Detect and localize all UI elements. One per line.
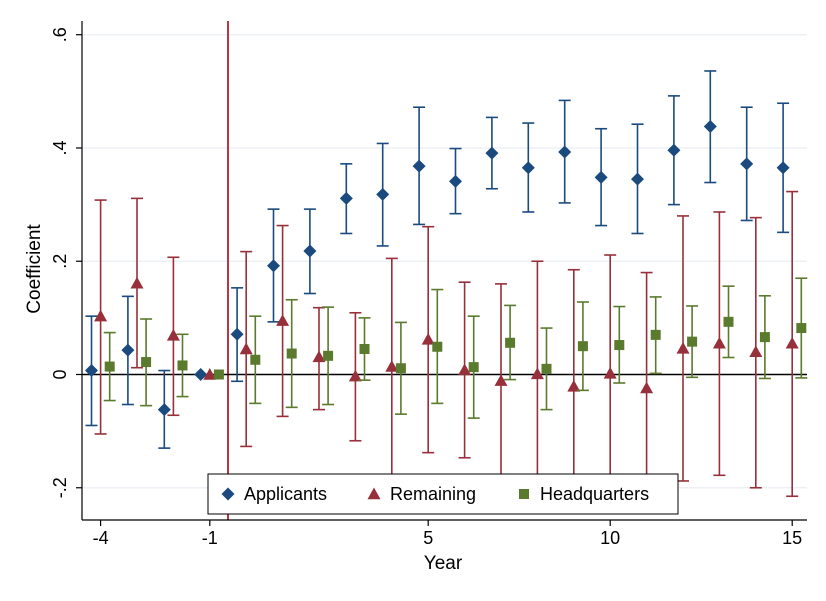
applicants-point [303,244,317,258]
applicants-point [121,343,135,357]
remaining-point [312,350,326,363]
series-layer [85,70,808,498]
headquarters-point [796,323,807,334]
headquarters-point [141,357,152,368]
headquarters-point [687,336,698,347]
applicants-point [594,170,608,184]
applicants-point [412,159,426,173]
x-tick-label: -4 [93,528,109,548]
remaining-point [640,381,654,394]
headquarters-point [723,316,734,327]
applicants-point [376,187,390,201]
x-tick-label: 5 [423,528,433,548]
applicants-point [449,174,462,188]
applicants-point [267,259,280,273]
applicants-point [776,161,790,175]
y-tick-label: -.2 [50,477,70,498]
headquarters-point [650,329,661,340]
headquarters-point [541,363,552,374]
x-tick-label: 10 [600,528,620,548]
remaining-point [94,309,108,322]
legend-headquarters-label: Headquarters [540,484,649,504]
applicants-point [485,146,499,160]
headquarters-point [505,337,516,348]
headquarters-point [213,369,224,380]
remaining-point [530,367,544,380]
remaining-point [166,328,180,341]
remaining-point [712,336,726,349]
headquarters-point [359,344,370,355]
y-tick-label: .6 [50,27,70,42]
legend-headquarters-marker [519,489,529,499]
headquarters-point [250,354,261,365]
applicants-series [85,70,790,449]
legend-box [207,473,679,515]
applicants-point [740,157,754,171]
applicants-point [85,364,98,378]
headquarters-point [323,350,334,361]
remaining-point [494,374,508,386]
remaining-point [785,336,799,349]
legend-applicants-marker [221,487,235,501]
y-tick-label: .4 [50,140,70,155]
tick-labels: .6 .4 .2 0 -.2 -4 -1 5 10 15 [50,27,802,548]
applicants-point [558,145,572,159]
remaining-point [603,366,617,379]
applicants-point [157,403,171,417]
applicants-point [703,119,717,133]
applicants-point [631,172,644,186]
applicants-point [339,191,353,205]
legend: Applicants Remaining Headquarters [207,473,679,515]
headquarters-point [395,363,406,374]
headquarters-point [177,360,188,371]
remaining-point [130,276,144,289]
headquarters-point [577,341,588,352]
remaining-point [203,368,217,380]
legend-remaining-label: Remaining [390,484,476,504]
legend-applicants-label: Applicants [244,484,327,504]
remaining-point [421,332,435,345]
gridlines [82,34,807,489]
x-tick-label: -1 [202,528,218,548]
y-tick-label: .2 [50,254,70,269]
applicants-point [667,143,681,157]
remaining-point [749,345,763,358]
remaining-point [239,342,253,355]
headquarters-point [614,340,625,351]
axes [76,21,807,526]
x-tick-label: 15 [782,528,802,548]
remaining-point [276,314,290,326]
x-axis-title: Year [424,553,463,574]
remaining-point [385,360,399,372]
legend-remaining-marker [367,487,381,500]
headquarters-point [286,348,297,359]
remaining-point [676,341,690,354]
headquarters-point [104,361,115,372]
remaining-point [348,369,362,382]
y-axis-title: Coefficient [24,224,45,314]
applicants-point [230,327,244,341]
remaining-point [567,379,581,392]
applicants-point [521,161,535,175]
remaining-point [458,363,472,376]
headquarters-point [759,332,770,343]
y-tick-label: 0 [50,369,70,379]
headquarters-point [432,341,443,352]
headquarters-series [103,277,808,419]
headquarters-point [468,362,479,373]
applicants-point [194,368,208,381]
